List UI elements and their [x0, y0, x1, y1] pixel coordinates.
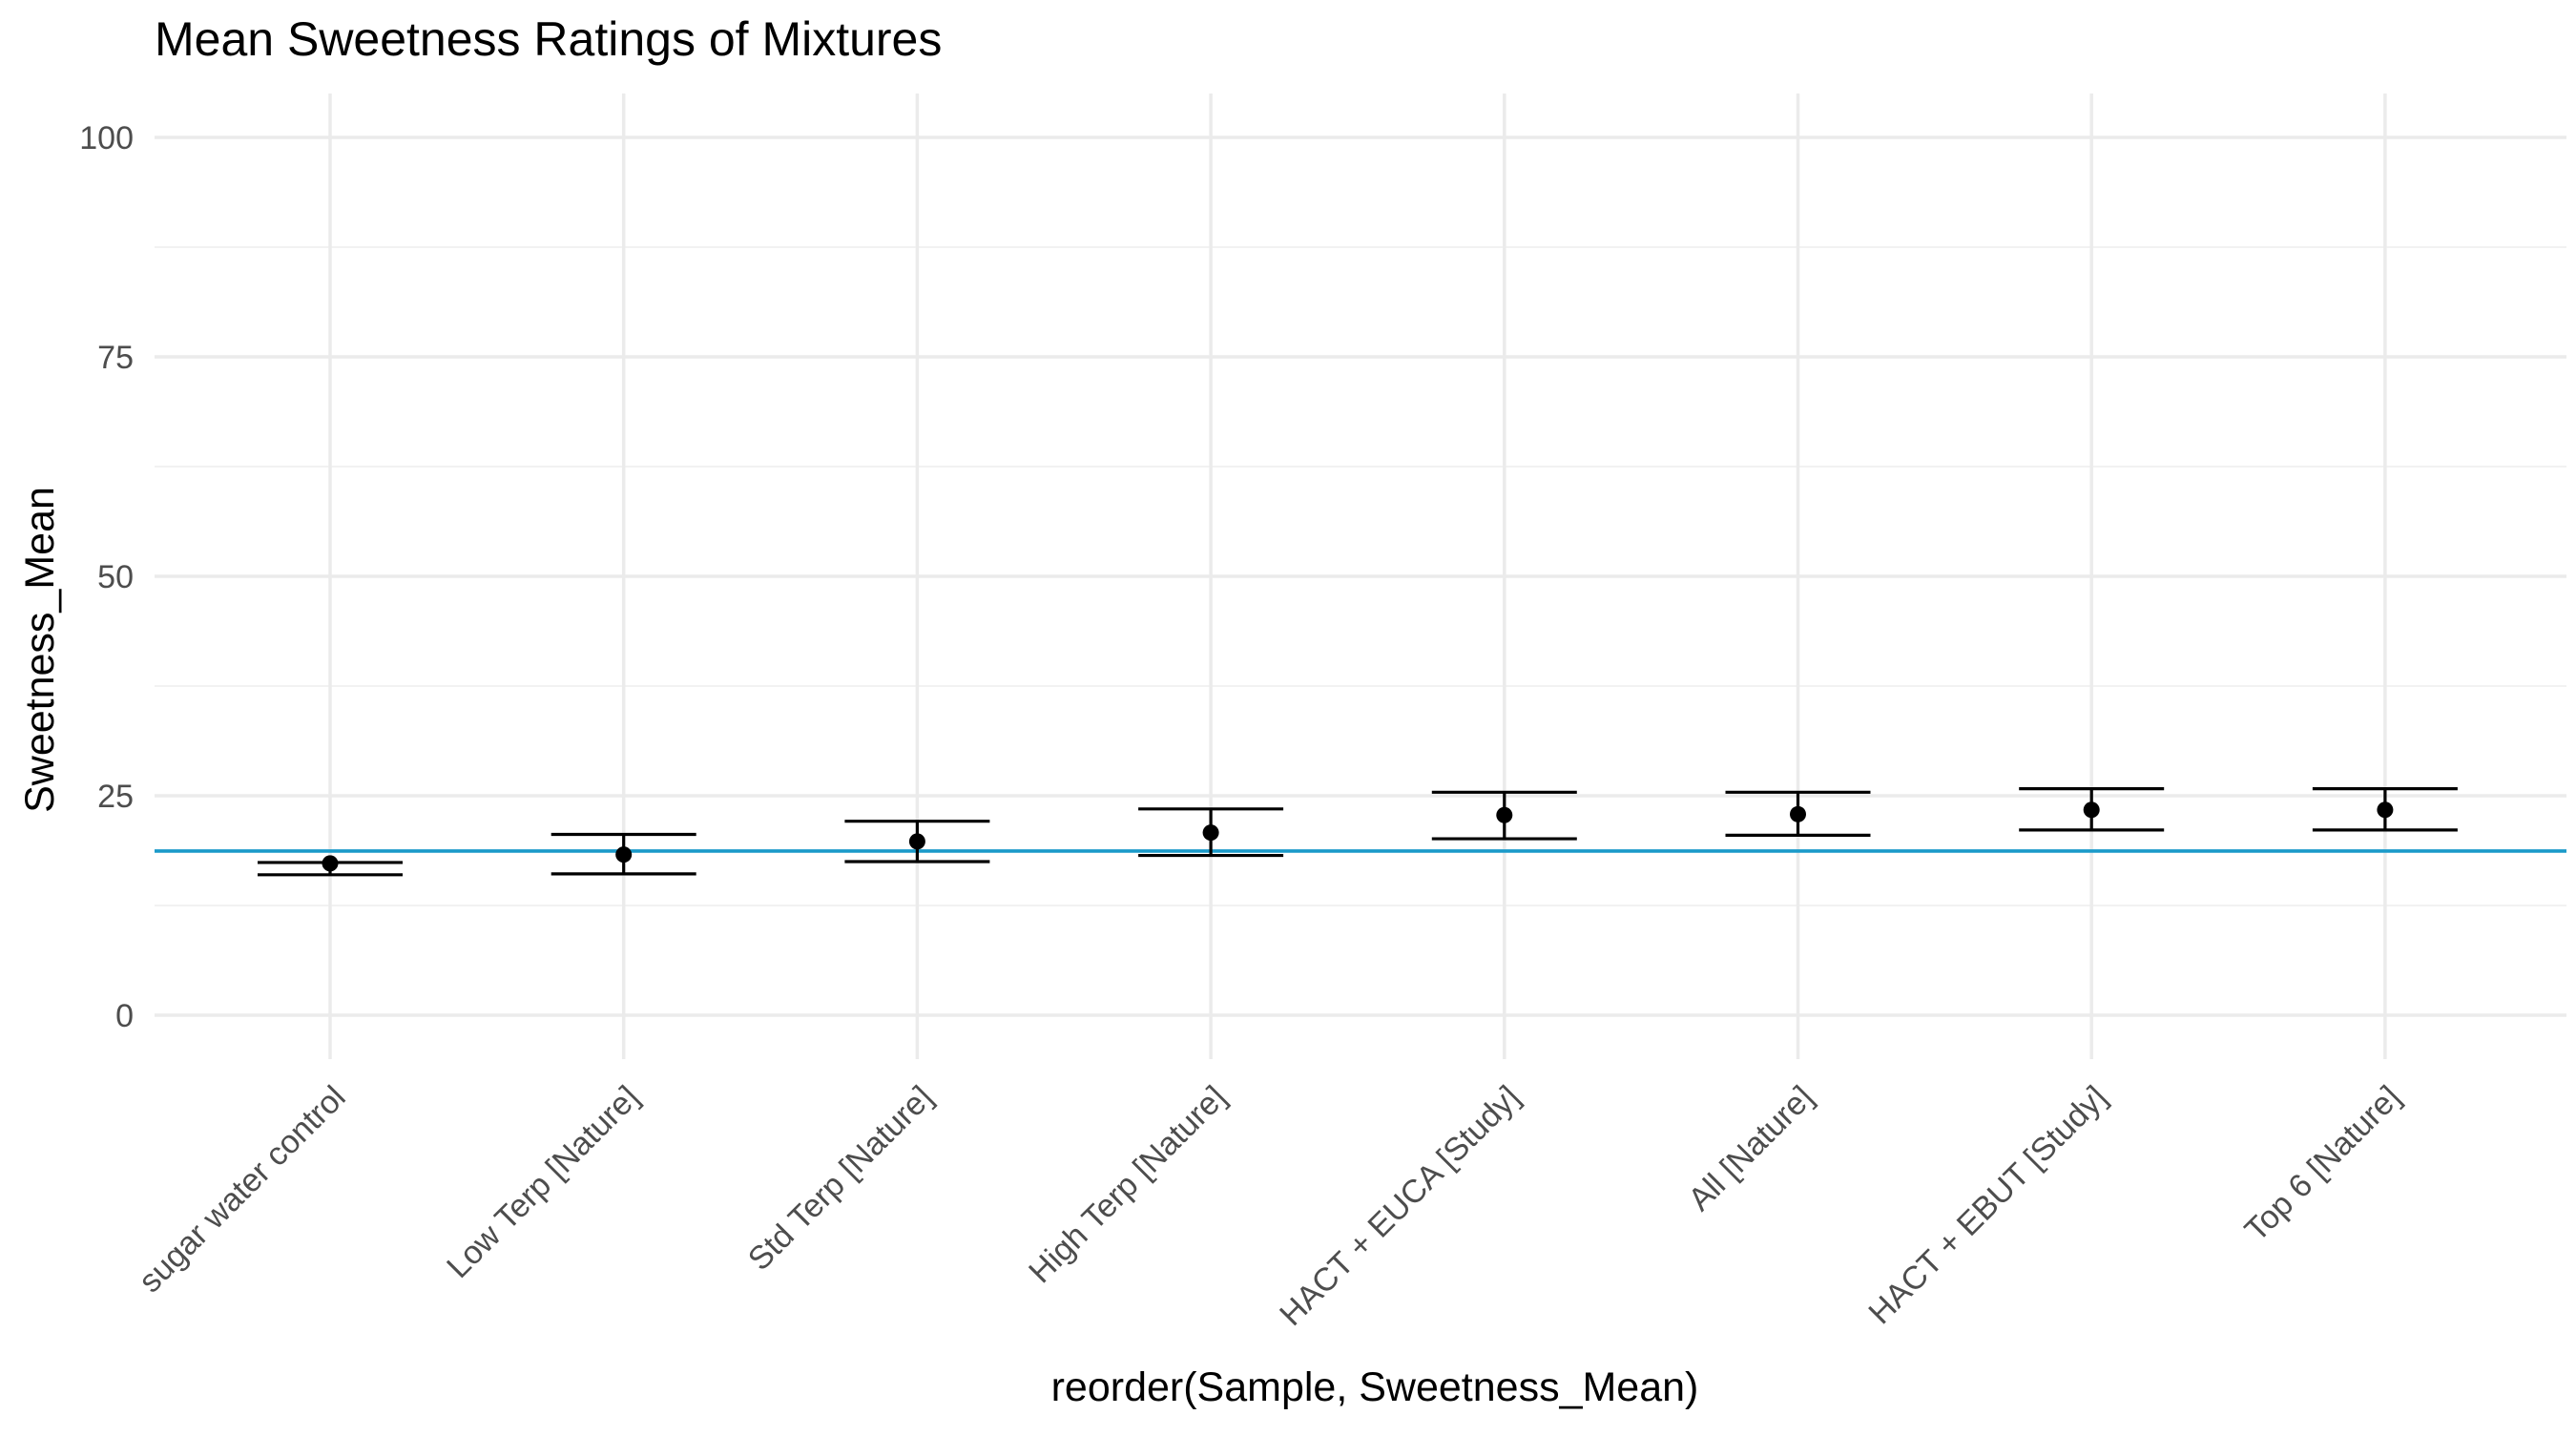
data-points: [322, 801, 2394, 872]
data-point: [2377, 801, 2394, 819]
data-point: [1202, 824, 1219, 842]
x-axis-title: reorder(Sample, Sweetness_Mean): [1051, 1364, 1699, 1410]
y-tick-label: 0: [115, 998, 134, 1034]
x-tick-label: Top 6 [Nature]: [2238, 1079, 2408, 1249]
x-tick-label: All [Nature]: [1681, 1079, 1820, 1218]
y-tick-label: 100: [79, 120, 134, 156]
data-point: [1790, 805, 1806, 822]
chart-title: Mean Sweetness Ratings of Mixtures: [155, 12, 942, 66]
grid-lines: [155, 94, 2566, 1059]
x-axis-ticks: sugar water control Low Terp [Nature] Std …: [132, 1079, 2407, 1333]
x-tick-label: HACT + EUCA [Study]: [1273, 1079, 1527, 1333]
data-point: [322, 855, 339, 872]
data-point: [1496, 806, 1513, 823]
y-tick-label: 75: [97, 340, 134, 376]
x-tick-label: High Terp [Nature]: [1022, 1079, 1234, 1291]
error-bars: [258, 787, 2458, 877]
data-point: [615, 846, 633, 864]
x-tick-label: sugar water control: [132, 1079, 352, 1300]
y-tick-label: 25: [97, 779, 134, 815]
x-tick-label: HACT + EBUT [Study]: [1861, 1079, 2113, 1331]
x-tick-label: Std Terp [Nature]: [741, 1079, 940, 1278]
y-axis-title: Sweetness_Mean: [17, 487, 63, 813]
y-axis-ticks: 0 25 50 75 100: [79, 120, 134, 1034]
data-point: [2083, 801, 2100, 819]
data-point: [908, 833, 925, 850]
y-tick-label: 50: [97, 559, 134, 595]
x-tick-label: Low Terp [Nature]: [440, 1079, 646, 1285]
